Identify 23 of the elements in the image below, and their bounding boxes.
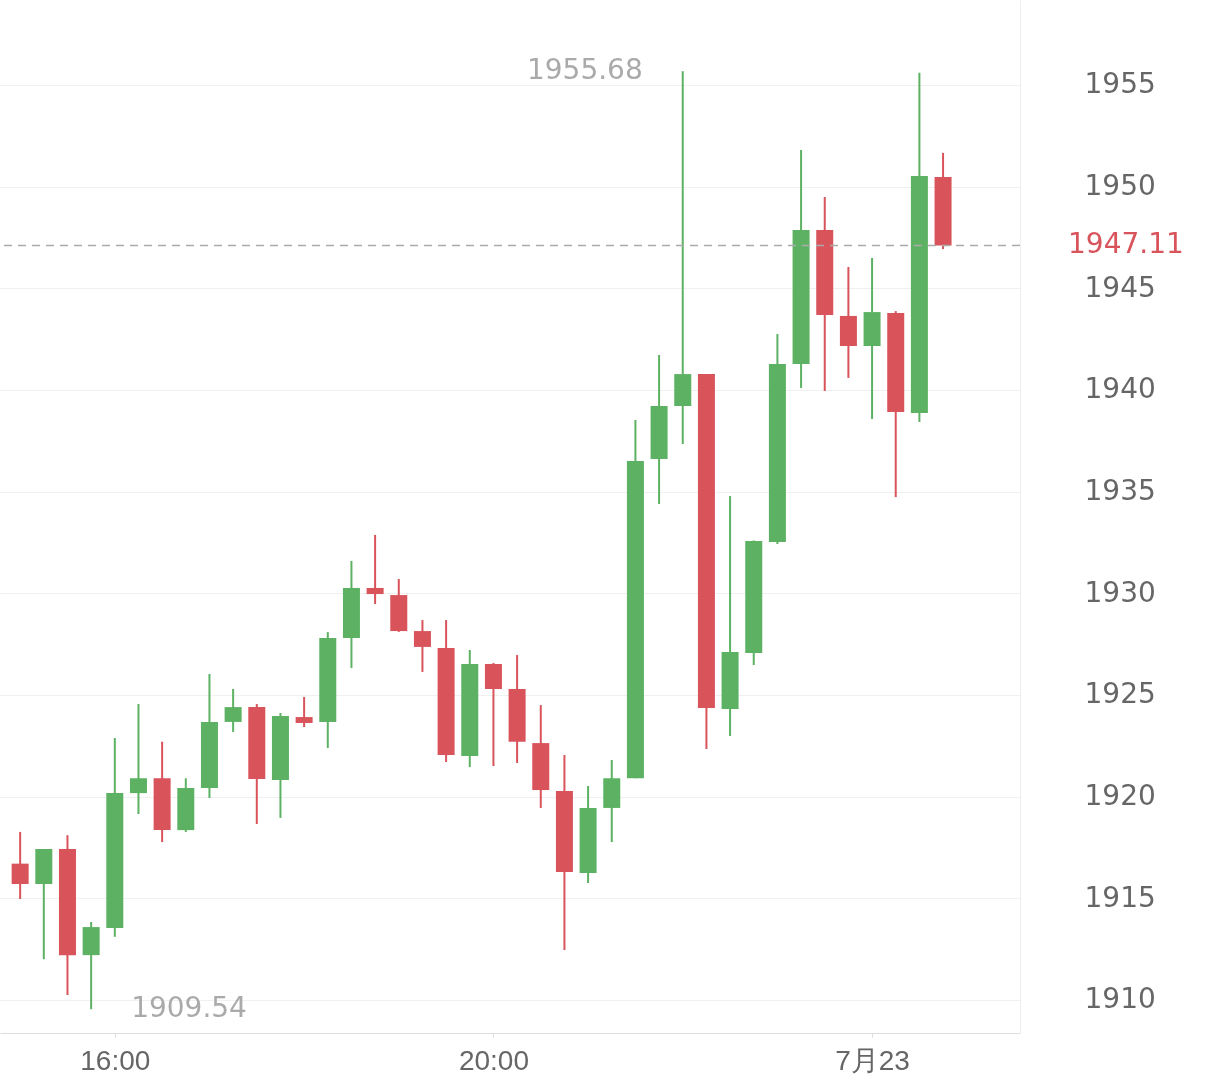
x-tick-label: 20:00 bbox=[458, 1044, 529, 1076]
x-tick-label: 16:00 bbox=[80, 1044, 151, 1076]
candlestick bbox=[224, 688, 242, 733]
candlestick bbox=[295, 695, 313, 729]
y-tick-label: 1910 bbox=[1084, 982, 1156, 1016]
y-tick-label: 1935 bbox=[1084, 474, 1156, 508]
y-tick-label: 1950 bbox=[1084, 169, 1156, 203]
y-tick-label: 1925 bbox=[1084, 677, 1156, 711]
ref-line-label: 1947.11 bbox=[1068, 227, 1184, 261]
candlestick bbox=[366, 533, 384, 606]
candlestick bbox=[129, 703, 147, 816]
y-tick-label: 1915 bbox=[1084, 880, 1156, 914]
annotation: 1955.68 bbox=[526, 53, 643, 87]
candlestick bbox=[413, 619, 431, 673]
y-tick-label: 1920 bbox=[1084, 779, 1156, 813]
y-tick-label: 1940 bbox=[1084, 372, 1156, 406]
y-tick-label: 1930 bbox=[1084, 575, 1156, 609]
y-tick-label: 1945 bbox=[1084, 270, 1156, 304]
y-tick-label: 1955 bbox=[1084, 67, 1156, 101]
annotation: 1909.54 bbox=[131, 991, 247, 1025]
x-tick-label: 7月23 bbox=[835, 1044, 910, 1076]
candlestick bbox=[11, 830, 29, 901]
candlestick bbox=[674, 70, 692, 446]
